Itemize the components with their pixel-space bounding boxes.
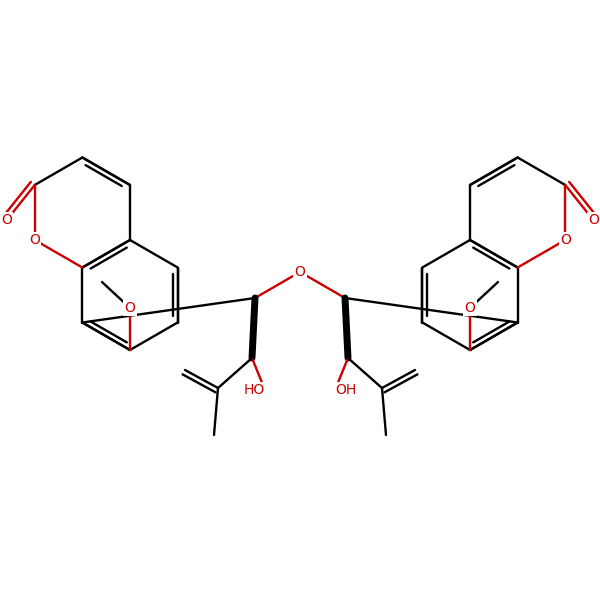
- Text: HO: HO: [244, 383, 265, 397]
- Text: O: O: [125, 301, 136, 315]
- Text: O: O: [560, 233, 571, 247]
- Text: O: O: [295, 265, 305, 279]
- Text: O: O: [464, 301, 475, 315]
- Text: O: O: [29, 233, 40, 247]
- Text: O: O: [588, 213, 599, 227]
- Text: OH: OH: [335, 383, 356, 397]
- Text: O: O: [1, 213, 12, 227]
